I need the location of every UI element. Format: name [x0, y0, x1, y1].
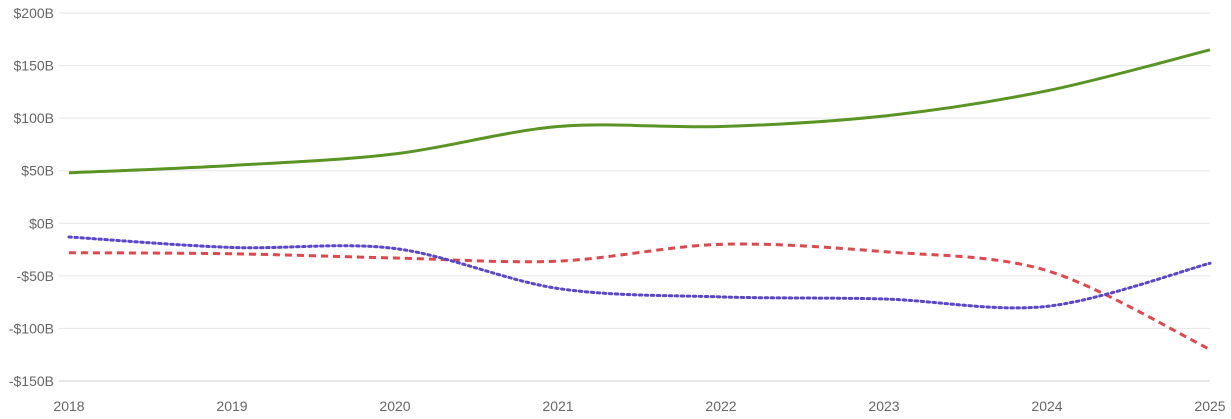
x-tick-label: 2018 [53, 398, 84, 414]
x-tick-label: 2019 [216, 398, 247, 414]
x-tick-label: 2024 [1031, 398, 1062, 414]
y-axis-tick-labels: $200B $150B $100B $50B $0B -$50B -$100B -$150B [9, 5, 54, 389]
x-tick-label: 2022 [705, 398, 736, 414]
x-tick-label: 2025 [1194, 398, 1225, 414]
x-tick-label: 2021 [542, 398, 573, 414]
y-tick-label: $0B [29, 215, 54, 231]
series-lines [67, 48, 1212, 351]
x-axis-tick-labels: 2018 2019 2020 2021 2022 2023 2024 2025 [53, 398, 1225, 414]
dashed-series-line [68, 242, 1211, 351]
x-tick-label: 2020 [379, 398, 410, 414]
y-tick-label: $200B [14, 5, 54, 21]
y-tick-label: $50B [21, 163, 54, 179]
y-tick-label: -$150B [9, 373, 54, 389]
y-tick-label: -$100B [9, 320, 54, 336]
x-tick-label: 2023 [868, 398, 899, 414]
y-tick-label: $150B [14, 58, 54, 74]
grid-lines [59, 12, 1210, 382]
dotted-series-line [67, 235, 1212, 310]
solid-series-line [68, 48, 1211, 175]
y-tick-label: -$50B [17, 268, 54, 284]
y-tick-label: $100B [14, 110, 54, 126]
